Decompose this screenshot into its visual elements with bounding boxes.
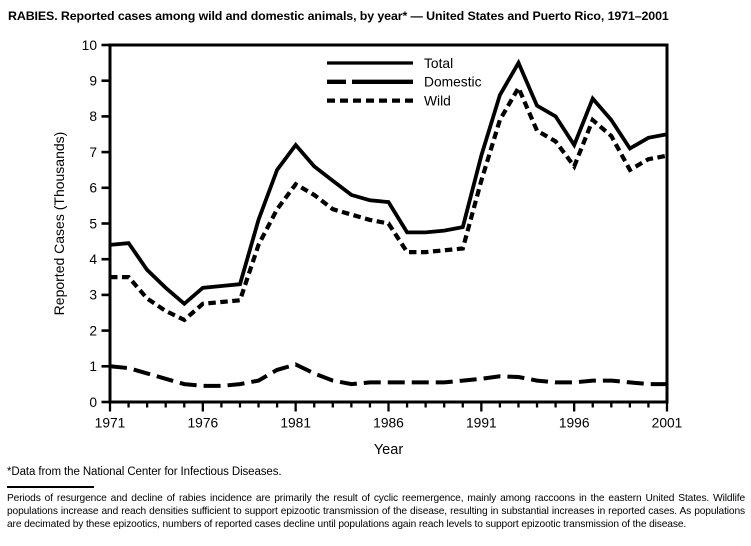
legend-label-domestic: Domestic bbox=[424, 75, 482, 90]
y-axis-tick-label: 5 bbox=[89, 216, 97, 231]
x-axis-tick-label: 1986 bbox=[373, 416, 404, 431]
x-axis-tick-label: 2001 bbox=[652, 416, 683, 431]
x-axis-tick-label: 1996 bbox=[559, 416, 590, 431]
y-axis-tick-label: 4 bbox=[89, 252, 97, 267]
x-axis-title: Year bbox=[374, 442, 403, 458]
legend-label-total: Total bbox=[424, 56, 453, 71]
y-axis-tick-label: 8 bbox=[89, 109, 97, 124]
y-axis-tick-label: 2 bbox=[89, 323, 97, 338]
y-axis-tick-label: 0 bbox=[89, 395, 97, 410]
y-axis-tick-label: 6 bbox=[89, 181, 97, 196]
x-axis-tick-label: 1981 bbox=[280, 416, 311, 431]
explanatory-note: Periods of resurgence and decline of rab… bbox=[7, 493, 745, 530]
series-line-total bbox=[109, 58, 668, 307]
y-axis-tick-label: 7 bbox=[89, 145, 97, 160]
y-axis-tick-label: 9 bbox=[89, 74, 97, 89]
x-axis-tick-label: 1976 bbox=[187, 416, 218, 431]
x-axis-tick-label: 1971 bbox=[95, 416, 126, 431]
y-axis-tick-label: 3 bbox=[89, 288, 97, 303]
y-axis-tick-label: 10 bbox=[82, 38, 98, 53]
figure-title: RABIES. Reported cases among wild and do… bbox=[8, 9, 669, 23]
y-axis-title: Reported Cases (Thousands) bbox=[51, 132, 67, 316]
rabies-line-chart: 0 1 2 3 4 5 6 7 8 9 10 1971 1976 1981 1986 1991 1996 2001… bbox=[51, 38, 683, 458]
legend-label-wild: Wild bbox=[424, 93, 451, 108]
series-line-wild bbox=[110, 83, 668, 323]
y-axis-tick-label: 1 bbox=[89, 359, 97, 374]
footnote-divider-rule bbox=[7, 486, 94, 488]
data-source-footnote: *Data from the National Center for Infec… bbox=[7, 466, 282, 478]
series-line-domestic bbox=[109, 362, 667, 388]
x-axis-tick-label: 1991 bbox=[466, 416, 497, 431]
